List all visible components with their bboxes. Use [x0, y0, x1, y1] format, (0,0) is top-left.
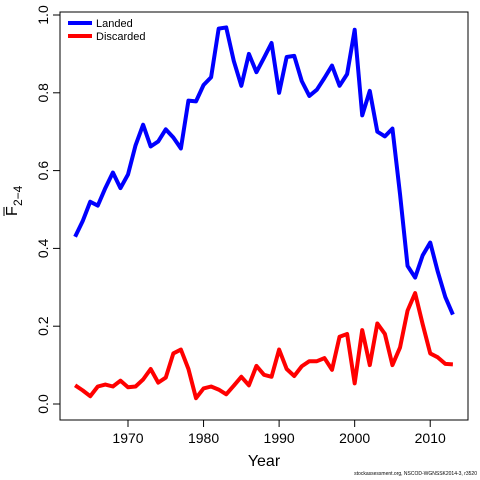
legend: Landed Discarded [68, 18, 146, 43]
series-layer [73, 25, 455, 401]
x-tick-label: 2000 [339, 430, 370, 446]
footer-credit: stockassessment.org, NSCOD-WGNSSK2014-3,… [354, 471, 477, 477]
y-tick-label: 0.6 [35, 161, 51, 181]
x-axis: 1970 1980 1990 2000 2010 [112, 420, 446, 446]
y-axis-title-main: F [4, 206, 21, 216]
legend-label-landed: Landed [96, 18, 133, 30]
y-axis: 0.0 0.2 0.4 0.6 0.8 1.0 [35, 5, 60, 414]
x-tick-label: 1990 [264, 430, 295, 446]
x-axis-title: Year [248, 453, 281, 470]
y-axis-title-subscript: 2−4 [11, 185, 25, 206]
series-line-discarded [73, 291, 453, 401]
x-tick-label: 2010 [415, 430, 446, 446]
y-tick-label: 0.0 [35, 394, 51, 414]
y-tick-label: 0.4 [35, 238, 51, 258]
y-tick-label: 1.0 [35, 5, 51, 25]
y-axis-title: F 2−4 [3, 185, 25, 216]
legend-label-discarded: Discarded [96, 31, 146, 43]
y-tick-label: 0.8 [35, 83, 51, 103]
series-line-landed [73, 25, 455, 316]
x-tick-label: 1970 [112, 430, 143, 446]
y-tick-label: 0.2 [35, 316, 51, 336]
plot-frame [59, 11, 469, 421]
x-tick-label: 1980 [188, 430, 219, 446]
